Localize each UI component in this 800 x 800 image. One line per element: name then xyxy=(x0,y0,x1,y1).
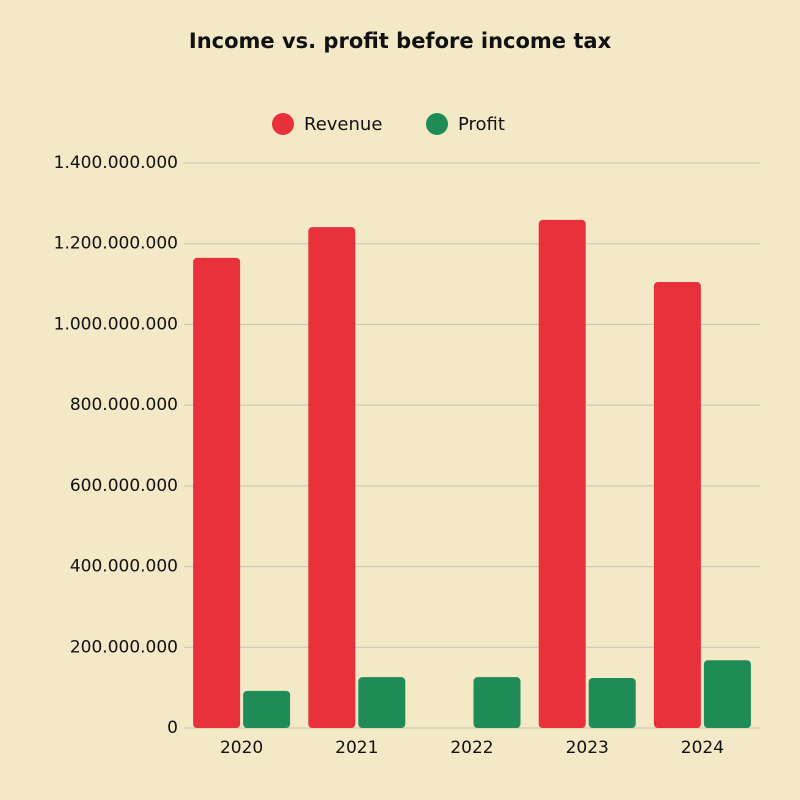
legend-marker xyxy=(426,113,448,135)
bar xyxy=(358,677,406,728)
bar xyxy=(473,677,521,728)
bar xyxy=(308,227,356,729)
y-tick-label: 1.200.000.000 xyxy=(54,234,178,254)
bar xyxy=(243,690,291,728)
bar xyxy=(588,677,636,728)
bar xyxy=(193,257,241,728)
y-tick-label: 600.000.000 xyxy=(70,476,178,496)
y-tick-label: 200.000.000 xyxy=(70,637,178,657)
legend-label: Profit xyxy=(458,114,505,135)
x-tick-label: 2024 xyxy=(681,738,724,758)
y-tick-label: 1.400.000.000 xyxy=(54,153,178,173)
y-tick-label: 400.000.000 xyxy=(70,557,178,577)
y-tick-label: 800.000.000 xyxy=(70,395,178,415)
x-tick-label: 2023 xyxy=(566,738,609,758)
y-tick-label: 1.000.000.000 xyxy=(54,314,178,334)
bar xyxy=(703,660,751,728)
legend-marker xyxy=(272,113,294,135)
bar xyxy=(538,219,586,728)
y-tick-label: 0 xyxy=(167,718,178,738)
x-tick-label: 2020 xyxy=(220,738,263,758)
bar xyxy=(653,282,701,728)
x-tick-label: 2022 xyxy=(450,738,493,758)
legend-label: Revenue xyxy=(304,114,382,135)
x-tick-label: 2021 xyxy=(335,738,378,758)
chart-title: Income vs. profit before income tax xyxy=(189,29,612,53)
